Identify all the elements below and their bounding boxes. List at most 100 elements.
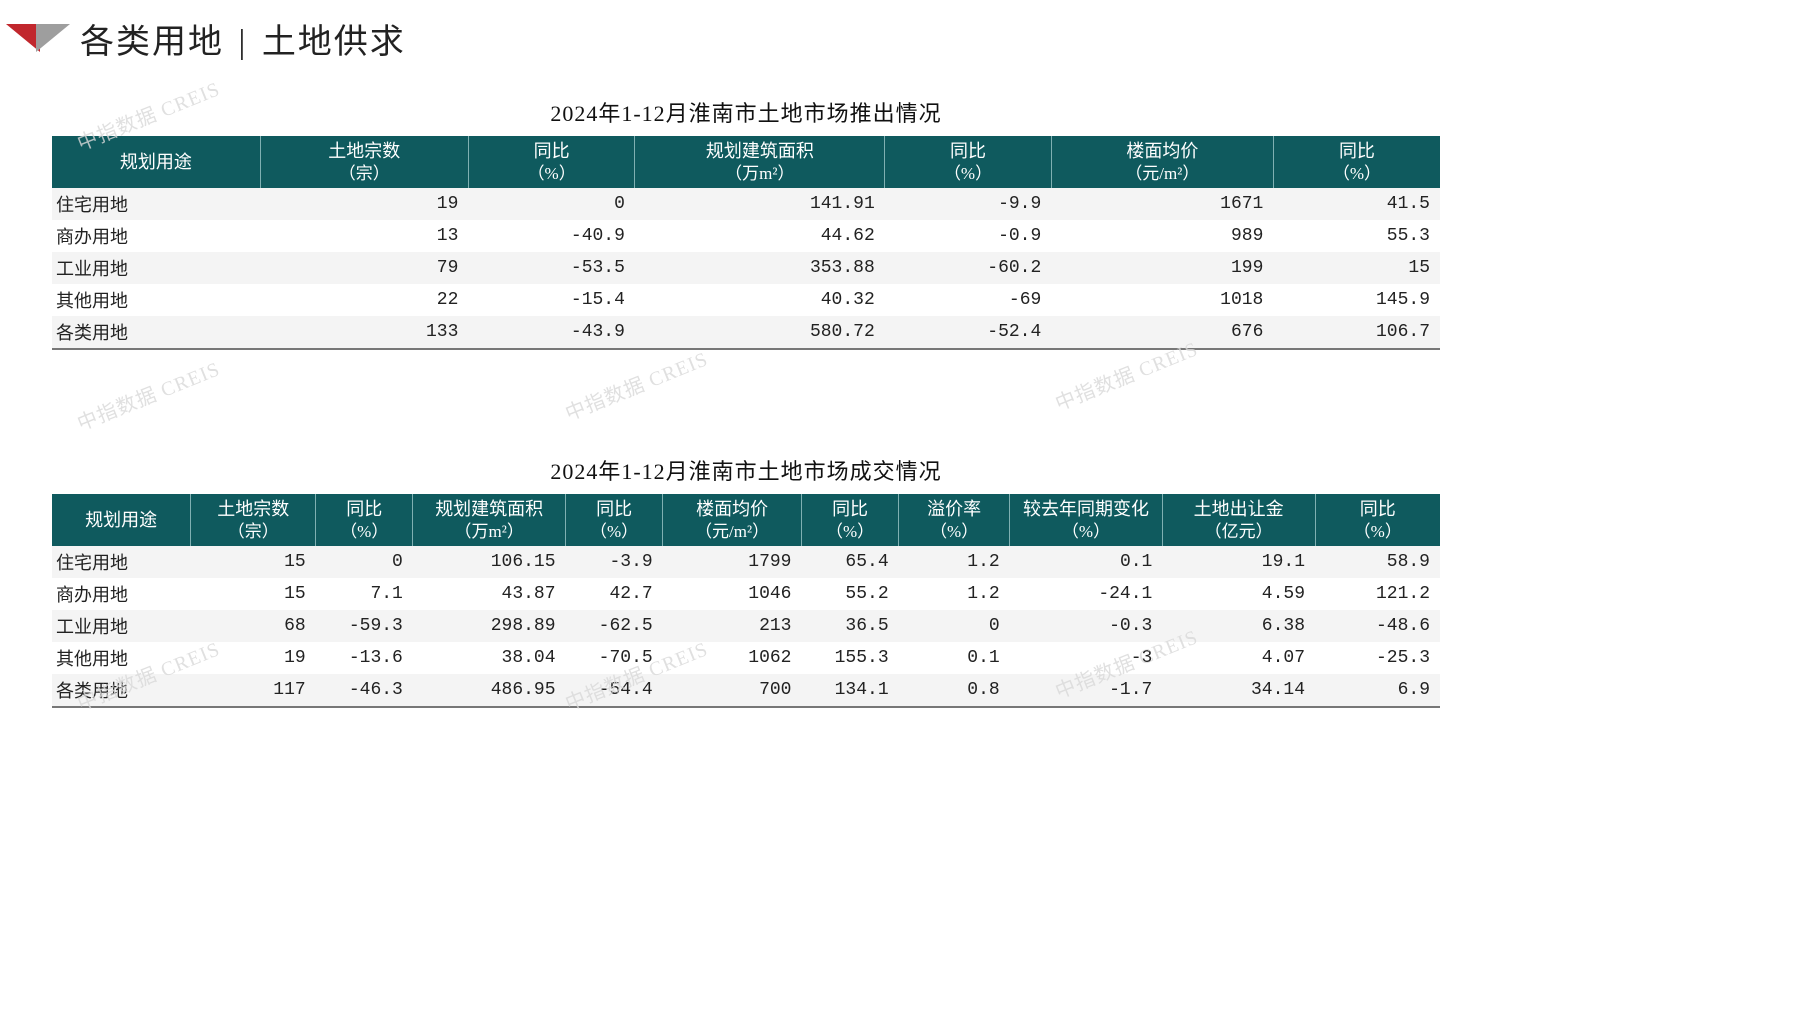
table1-row-0-cell-3: -9.9 (885, 188, 1052, 220)
table2-row-4-cell-9: 6.9 (1315, 674, 1440, 707)
table2-row-0-cell-1: 0 (316, 546, 413, 578)
table1-header-row: 规划用途土地宗数（宗）同比（%）规划建筑面积（万m²）同比（%）楼面均价（元/m… (52, 136, 1440, 188)
table1-col-3: 规划建筑面积（万m²） (635, 136, 885, 188)
table2-row-4-cell-8: 34.14 (1162, 674, 1315, 707)
table1-row-1-label: 商办用地 (52, 220, 260, 252)
table1-row-3-cell-0: 22 (260, 284, 468, 316)
table2-row-2-cell-4: 213 (663, 610, 802, 642)
table1-title: 2024年1-12月淮南市土地市场推出情况 (52, 96, 1440, 128)
table1-col-4-sub: （%） (887, 163, 1049, 184)
table2-row-3-cell-7: -3 (1010, 642, 1163, 674)
table2-row-2-label: 工业用地 (52, 610, 191, 642)
table1-col-4: 同比（%） (885, 136, 1052, 188)
table1-row-0-cell-5: 41.5 (1273, 188, 1440, 220)
table1: 规划用途土地宗数（宗）同比（%）规划建筑面积（万m²）同比（%）楼面均价（元/m… (52, 136, 1440, 350)
watermark-1: 中指数据 CREIS (72, 353, 224, 437)
table2-row-2-cell-0: 68 (191, 610, 316, 642)
table2-row-4-cell-0: 117 (191, 674, 316, 707)
table-row: 其他用地22-15.440.32-691018145.9 (52, 284, 1440, 316)
table2-row-0-label: 住宅用地 (52, 546, 191, 578)
title-separator: | (239, 24, 248, 61)
table1-row-0-cell-2: 141.91 (635, 188, 885, 220)
table2-col-2: 同比（%） (316, 494, 413, 546)
watermark-2: 中指数据 CREIS (560, 343, 712, 427)
table2-col-5: 楼面均价（元/m²） (663, 494, 802, 546)
table2-row-4-cell-3: -54.4 (566, 674, 663, 707)
table1-row-0-cell-4: 1671 (1051, 188, 1273, 220)
table2-row-3-cell-1: -13.6 (316, 642, 413, 674)
table2-col-1-sub: （宗） (193, 521, 313, 542)
table-row: 各类用地133-43.9580.72-52.4676106.7 (52, 316, 1440, 349)
table2-col-9: 土地出让金（亿元） (1162, 494, 1315, 546)
table1-row-0-label: 住宅用地 (52, 188, 260, 220)
logo-triangle-red (6, 24, 40, 52)
table2-col-4-sub: （%） (568, 521, 660, 542)
table1-row-1-cell-0: 13 (260, 220, 468, 252)
table2-row-1-cell-1: 7.1 (316, 578, 413, 610)
table1-section: 2024年1-12月淮南市土地市场推出情况 规划用途土地宗数（宗）同比（%）规划… (52, 96, 1440, 350)
table1-row-1-cell-1: -40.9 (468, 220, 635, 252)
table2-row-4-cell-7: -1.7 (1010, 674, 1163, 707)
table2-col-3-sub: （万m²） (415, 521, 563, 542)
table2-row-0-cell-5: 65.4 (801, 546, 898, 578)
table1-col-1: 土地宗数（宗） (260, 136, 468, 188)
table2-row-0-cell-2: 106.15 (413, 546, 566, 578)
header-logo (6, 20, 74, 56)
table2-row-3-cell-0: 19 (191, 642, 316, 674)
table1-row-1-cell-2: 44.62 (635, 220, 885, 252)
table2-row-0-cell-8: 19.1 (1162, 546, 1315, 578)
table-row: 商办用地13-40.944.62-0.998955.3 (52, 220, 1440, 252)
table2-row-3-cell-5: 155.3 (801, 642, 898, 674)
table2-row-0-cell-4: 1799 (663, 546, 802, 578)
table1-row-4-cell-3: -52.4 (885, 316, 1052, 349)
table-row: 工业用地79-53.5353.88-60.219915 (52, 252, 1440, 284)
table1-row-3-cell-3: -69 (885, 284, 1052, 316)
table2-col-9-sub: （亿元） (1165, 521, 1313, 542)
table-row: 住宅用地150106.15-3.9179965.41.20.119.158.9 (52, 546, 1440, 578)
table2-col-6: 同比（%） (801, 494, 898, 546)
table1-row-3-cell-5: 145.9 (1273, 284, 1440, 316)
table-row: 其他用地19-13.638.04-70.51062155.30.1-34.07-… (52, 642, 1440, 674)
table1-row-2-cell-4: 199 (1051, 252, 1273, 284)
table2-col-0: 规划用途 (52, 494, 191, 546)
table1-row-4-cell-5: 106.7 (1273, 316, 1440, 349)
table2-row-4-cell-6: 0.8 (899, 674, 1010, 707)
table2-row-1-cell-4: 1046 (663, 578, 802, 610)
table1-row-4-cell-1: -43.9 (468, 316, 635, 349)
table2-section: 2024年1-12月淮南市土地市场成交情况 规划用途土地宗数（宗）同比（%）规划… (52, 454, 1440, 708)
table2-col-3: 规划建筑面积（万m²） (413, 494, 566, 546)
table1-row-0-cell-1: 0 (468, 188, 635, 220)
table1-row-4-cell-2: 580.72 (635, 316, 885, 349)
table2-row-3-label: 其他用地 (52, 642, 191, 674)
table2-col-4: 同比（%） (566, 494, 663, 546)
table2-row-0-cell-9: 58.9 (1315, 546, 1440, 578)
table1-row-0-cell-0: 19 (260, 188, 468, 220)
table1-row-3-cell-4: 1018 (1051, 284, 1273, 316)
table1-col-0: 规划用途 (52, 136, 260, 188)
table1-col-1-sub: （宗） (263, 163, 466, 184)
table1-col-6: 同比（%） (1273, 136, 1440, 188)
table2-row-4-cell-1: -46.3 (316, 674, 413, 707)
table2-col-6-sub: （%） (804, 521, 896, 542)
table1-col-2: 同比（%） (468, 136, 635, 188)
table2: 规划用途土地宗数（宗）同比（%）规划建筑面积（万m²）同比（%）楼面均价（元/m… (52, 494, 1440, 708)
title-right: 土地供求 (262, 24, 406, 61)
table2-col-5-sub: （元/m²） (665, 521, 799, 542)
table2-row-1-cell-3: 42.7 (566, 578, 663, 610)
table2-row-0-cell-7: 0.1 (1010, 546, 1163, 578)
table2-col-10: 同比（%） (1315, 494, 1440, 546)
table2-col-8-sub: （%） (1012, 521, 1160, 542)
table2-col-10-sub: （%） (1318, 521, 1438, 542)
table-row: 商办用地157.143.8742.7104655.21.2-24.14.5912… (52, 578, 1440, 610)
table1-row-3-cell-2: 40.32 (635, 284, 885, 316)
table2-row-2-cell-8: 6.38 (1162, 610, 1315, 642)
table2-col-7: 溢价率（%） (899, 494, 1010, 546)
table2-row-0-cell-3: -3.9 (566, 546, 663, 578)
table2-row-3-cell-6: 0.1 (899, 642, 1010, 674)
table1-row-2-cell-5: 15 (1273, 252, 1440, 284)
table2-row-3-cell-8: 4.07 (1162, 642, 1315, 674)
table2-header-row: 规划用途土地宗数（宗）同比（%）规划建筑面积（万m²）同比（%）楼面均价（元/m… (52, 494, 1440, 546)
table-row: 工业用地68-59.3298.89-62.521336.50-0.36.38-4… (52, 610, 1440, 642)
table1-row-4-label: 各类用地 (52, 316, 260, 349)
table-row: 住宅用地190141.91-9.9167141.5 (52, 188, 1440, 220)
